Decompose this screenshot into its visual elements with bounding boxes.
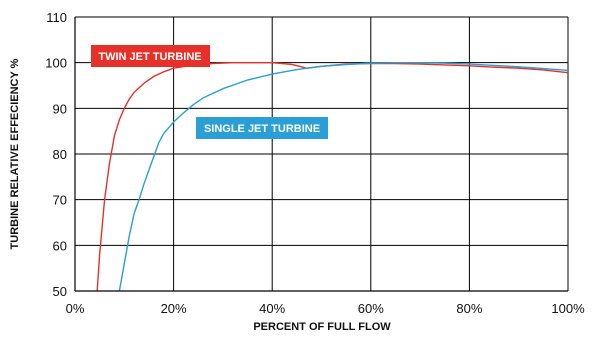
legend-single-jet: SINGLE JET TURBINE — [196, 117, 328, 139]
y-tick-label: 110 — [46, 10, 67, 25]
legend-twin-jet-badge — [91, 45, 210, 67]
legend-twin-jet-label: TWIN JET TURBINE — [98, 51, 201, 63]
x-tick-label: 60% — [358, 301, 384, 316]
x-tick-label: 80% — [456, 301, 482, 316]
axes — [74, 17, 568, 292]
series-lines — [96, 61, 568, 291]
series-line-single-jet — [118, 61, 568, 291]
x-tick-label: 0% — [66, 301, 85, 316]
series-line-twin-jet — [96, 61, 568, 291]
y-tick-label: 80 — [53, 147, 67, 162]
legend-single-jet-label: SINGLE JET TURBINE — [204, 123, 320, 135]
y-tick-label: 70 — [53, 193, 67, 208]
y-tick-label: 90 — [53, 101, 67, 116]
legend-single-jet-badge — [196, 117, 328, 139]
x-tick-label: 100% — [551, 301, 585, 316]
y-tick-label: 50 — [53, 284, 67, 299]
y-tick-label: 100 — [45, 56, 67, 71]
legend-twin-jet: TWIN JET TURBINE — [91, 45, 210, 67]
x-tick-label: 40% — [259, 301, 285, 316]
x-tick-label: 20% — [161, 301, 187, 316]
y-tick-label: 60 — [53, 238, 67, 253]
y-axis-title: TURBINE RELATIVE EFFECIENCY % — [9, 58, 21, 249]
tick-labels: 50 60 70 80 90 100 110 0% 20% 40% 60% 80% 100% — [45, 10, 585, 316]
x-axis-title: PERCENT OF FULL FLOW — [253, 321, 391, 333]
